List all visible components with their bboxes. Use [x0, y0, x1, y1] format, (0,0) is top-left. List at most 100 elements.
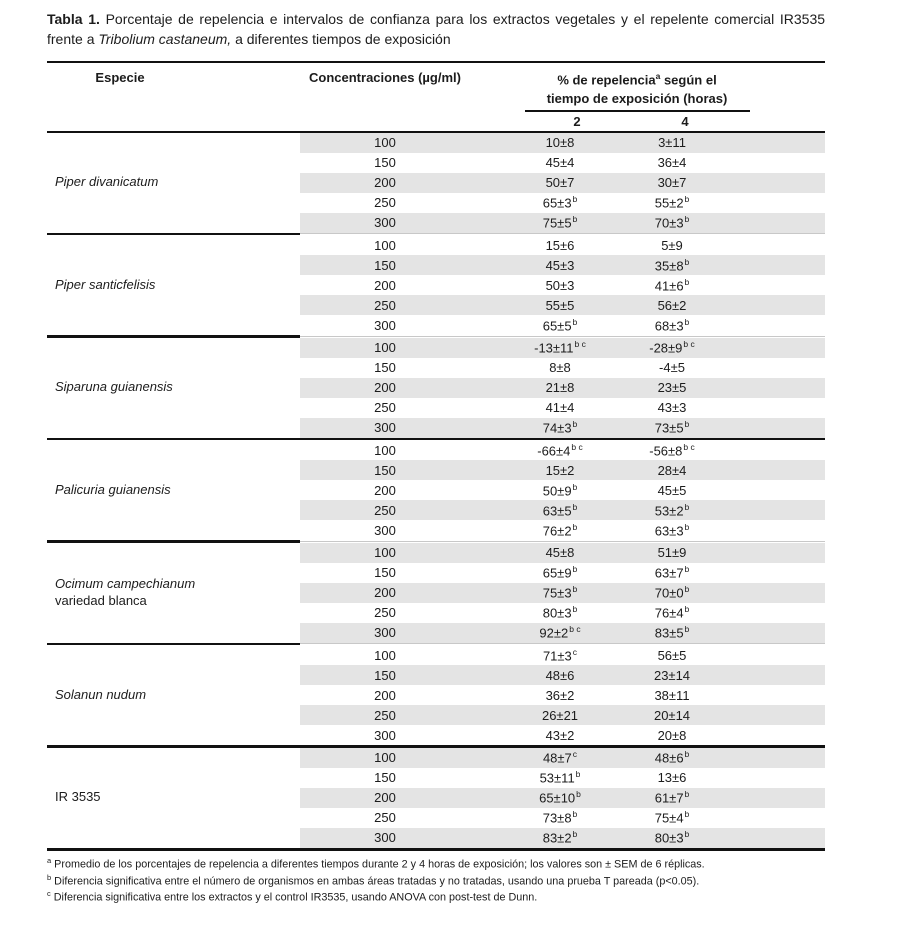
repellency-2h-cell: 80±3b [470, 604, 650, 620]
repellency-4h-cell: 53±2b [650, 502, 694, 518]
value-text: 150 [374, 770, 396, 786]
header-col-2h: 2 [573, 113, 581, 129]
concentration-cell: 300 [300, 728, 470, 743]
significance-marker: b [572, 604, 578, 615]
value-text: 200 [374, 482, 396, 498]
section-rows: 100 10±8 3±11 150 45±4 36±4 200 50±7 30±7 250 65±3… [300, 132, 825, 233]
repellency-2h-cell: -66±4b c [470, 442, 650, 458]
repellency-2h-cell: 50±9b [470, 482, 650, 498]
concentration-cell: 250 [300, 810, 470, 825]
value-text: 65±3b [542, 194, 578, 211]
significance-marker: b [684, 584, 690, 595]
repellency-4h-cell: 38±11 [650, 688, 694, 703]
repellency-4h-cell: 13±6 [650, 770, 694, 785]
value-text: 100 [374, 340, 396, 356]
header-repelencia-line2: tiempo de exposición (horas) [546, 90, 728, 106]
value-text: 3±11 [658, 135, 686, 151]
value-text: 15±6 [545, 237, 575, 253]
concentration-cell: 100 [300, 135, 470, 150]
repellency-2h-cell: 26±21 [470, 708, 650, 723]
table-row: 150 15±2 28±4 [300, 460, 825, 481]
concentration-cell: 200 [300, 790, 470, 805]
repellency-4h-cell: 48±6b [650, 749, 694, 765]
repellency-2h-cell: 65±9b [470, 564, 650, 580]
concentration-cell: 300 [300, 625, 470, 640]
concentration-cell: 200 [300, 278, 470, 293]
divider-thin-segment [300, 540, 825, 542]
footnotes: a Promedio de los porcentajes de repelenc… [47, 856, 825, 907]
significance-marker: b c [683, 441, 695, 452]
repellency-2h-cell: 65±10b [470, 789, 650, 805]
table-row: 100 15±6 5±9 [300, 235, 825, 255]
value-text: 76±4b [654, 604, 690, 621]
footnote-b: b Diferencia significativa entre el númer… [47, 872, 700, 888]
repellency-2h-cell: 45±8 [470, 545, 650, 560]
table-row: 300 75±5b 70±3b [300, 212, 825, 233]
repellency-4h-cell: 36±4 [650, 155, 694, 170]
repellency-4h-cell: 43±3 [650, 400, 694, 415]
value-text: -4±5 [659, 360, 685, 376]
value-text: 300 [374, 625, 396, 641]
repellency-4h-cell: 23±14 [650, 668, 694, 683]
species-section: Ocimum campechianum variedad blanca 100 45±… [47, 542, 825, 643]
value-text: 5±9 [661, 237, 683, 253]
value-text: 43±2 [545, 727, 575, 743]
value-text: 250 [374, 707, 396, 723]
species-name-line: Siparuna guianensis [55, 379, 173, 395]
significance-marker: b [572, 316, 578, 327]
species-section: Piper santicfelisis 100 15±6 5±9 150 45±3 35±8… [47, 235, 825, 335]
significance-marker: b [572, 564, 578, 575]
section-divider [47, 335, 825, 338]
value-text: 300 [374, 727, 396, 743]
section-rows: 100 45±8 51±9 150 65±9b 63±7b 200 75±3b 70±0b 250… [300, 542, 825, 643]
significance-marker: b [572, 584, 578, 595]
species-name: IR 3535 [47, 748, 300, 848]
table-row: 150 48±6 23±14 [300, 665, 825, 686]
concentration-cell: 250 [300, 503, 470, 518]
significance-marker: b [684, 419, 690, 430]
species-section: Piper divanicatum 100 10±8 3±11 150 45±4 36±4 2… [47, 132, 825, 233]
section-divider [47, 642, 825, 646]
value-text: 100 [374, 237, 396, 253]
significance-marker: b [684, 276, 690, 287]
value-text: 92±2b c [539, 624, 581, 641]
concentration-cell: 100 [300, 648, 470, 663]
value-text: 250 [374, 502, 396, 518]
table-row: 150 45±3 35±8b [300, 255, 825, 276]
repellency-4h-cell: 70±0b [650, 584, 694, 600]
divider-heavy-segment [47, 642, 300, 646]
table-row: 200 75±3b 70±0b [300, 582, 825, 603]
value-text: 80±3b [542, 604, 578, 621]
significance-marker: b c [571, 441, 583, 452]
concentration-cell: 150 [300, 155, 470, 170]
significance-marker: b [684, 604, 690, 615]
repellency-4h-cell: 83±5b [650, 624, 694, 640]
value-text: 200 [374, 687, 396, 703]
value-text: 45±3 [545, 257, 575, 273]
table-row: 200 50±3 41±6b [300, 275, 825, 295]
significance-marker: b c [683, 339, 695, 350]
table-row: 150 8±8 -4±5 [300, 358, 825, 378]
header-underline-rule [525, 109, 750, 112]
value-text: 150 [374, 257, 396, 273]
repellency-2h-cell: 55±5 [470, 298, 650, 313]
concentration-cell: 150 [300, 770, 470, 785]
species-name: Piper santicfelisis [47, 235, 300, 335]
repellency-2h-cell: 83±2b [470, 829, 650, 845]
value-text: 250 [374, 400, 396, 416]
repellency-4h-cell: 41±6b [650, 277, 694, 293]
value-text: 30±7 [657, 175, 687, 191]
value-text: 26±21 [541, 707, 579, 723]
section-rows: 100 -66±4b c -56±8b c 150 15±2 28±4 200 50±9b 45… [300, 440, 825, 540]
significance-marker: b [572, 521, 578, 532]
value-text: 75±5b [542, 214, 578, 231]
value-text: 83±5b [654, 624, 690, 641]
title-text: Porcentaje de repelencia e intervalos de… [47, 11, 826, 48]
concentration-cell: 200 [300, 688, 470, 703]
value-text: 56±5 [657, 647, 687, 663]
section-rows: 100 71±3c 56±5 150 48±6 23±14 200 36±2 38±11 250 2… [300, 645, 825, 745]
value-text: 55±5 [545, 297, 575, 313]
table-body: Piper divanicatum 100 10±8 3±11 150 45±4 36±4 2… [47, 130, 825, 848]
repellency-2h-cell: 71±3c [470, 647, 650, 663]
